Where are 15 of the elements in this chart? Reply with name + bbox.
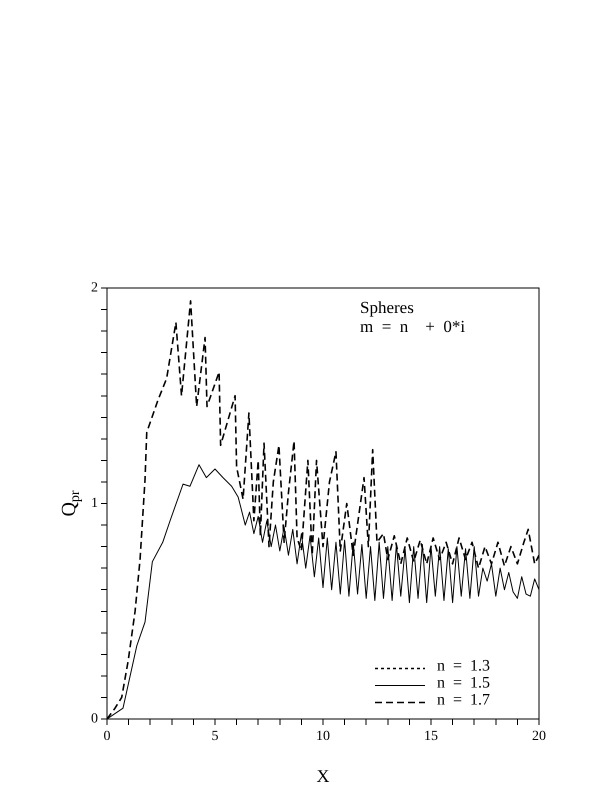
- y-axis-title: Qpr: [58, 490, 83, 517]
- y-tick-label: 2: [91, 280, 98, 296]
- legend-label: n = 1.7: [437, 692, 490, 709]
- legend-label: n = 1.5: [437, 674, 490, 692]
- x-tick-label: 15: [424, 729, 438, 744]
- x-tick-label: 10: [316, 729, 330, 744]
- y-tick-label: 0: [91, 712, 98, 727]
- x-axis-title: X: [316, 766, 330, 786]
- x-tick-label: 20: [532, 729, 546, 744]
- legend-label: n = 1.3: [437, 658, 490, 675]
- annotation: Spheres: [360, 298, 414, 317]
- annotation: m = n + 0*i: [360, 316, 466, 336]
- y-tick-label: 1: [91, 496, 98, 512]
- x-tick-label: 0: [104, 729, 110, 744]
- x-tick-label: 5: [212, 729, 218, 744]
